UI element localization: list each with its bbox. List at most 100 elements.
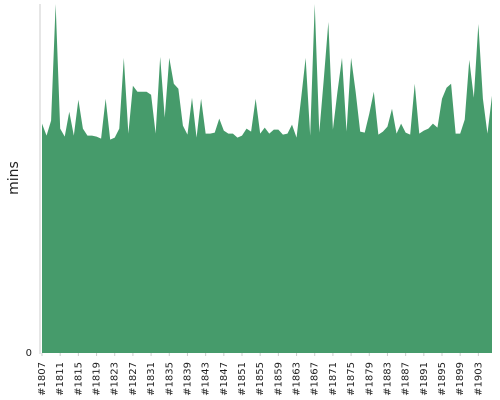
data-point [154, 132, 157, 135]
data-point [45, 134, 48, 137]
data-point [41, 122, 44, 125]
data-point [372, 90, 375, 93]
data-point [431, 122, 434, 125]
data-point [168, 56, 171, 59]
data-point [100, 137, 103, 140]
data-point [300, 97, 303, 100]
data-point [286, 132, 289, 135]
data-point [218, 117, 221, 120]
x-tick-label: #1815 [73, 362, 84, 396]
data-point [368, 112, 371, 115]
area-layer [41, 3, 492, 353]
data-point [72, 134, 75, 137]
data-point [404, 131, 407, 134]
x-tick-label: #1895 [437, 362, 448, 396]
data-point [254, 97, 257, 100]
data-point [91, 134, 94, 137]
data-point [313, 3, 316, 6]
data-point [277, 128, 280, 131]
data-point [191, 96, 194, 99]
data-point [359, 130, 362, 133]
x-tick-label: #1831 [146, 362, 157, 396]
data-point [395, 132, 398, 135]
x-tick-label: #1903 [473, 362, 484, 396]
data-point [236, 136, 239, 139]
x-tick-label: #1827 [128, 362, 139, 396]
area-series [42, 4, 492, 353]
data-point [391, 107, 394, 110]
y-tick-label: 0 [26, 348, 32, 359]
y-tick-layer: 0 [26, 348, 32, 359]
data-point [77, 98, 80, 101]
data-point [418, 132, 421, 135]
x-tick-label: #1899 [455, 362, 466, 396]
data-point [472, 96, 475, 99]
data-point [318, 131, 321, 134]
data-point [354, 90, 357, 93]
data-point [481, 97, 484, 100]
data-point [268, 132, 271, 135]
x-tick-label: #1887 [401, 362, 412, 396]
data-point [250, 130, 253, 133]
x-tick-label: #1875 [346, 362, 357, 396]
data-point [272, 128, 275, 131]
x-tick-label: #1823 [110, 362, 121, 396]
data-point [322, 77, 325, 80]
x-tick-layer: #1807 #1811 #1815 #1819 #1823 #1827 #1831 #1835… [37, 353, 484, 396]
data-point [54, 3, 57, 6]
data-point [195, 136, 198, 139]
x-tick-label: #1867 [310, 362, 321, 396]
data-point [400, 122, 403, 125]
data-point [50, 119, 53, 122]
x-tick-label: #1863 [292, 362, 303, 396]
data-point [259, 132, 262, 135]
data-point [450, 82, 453, 85]
data-point [95, 135, 98, 138]
data-point [427, 127, 430, 130]
data-point [281, 133, 284, 136]
data-point [200, 97, 203, 100]
data-point [131, 84, 134, 87]
data-point [350, 56, 353, 59]
data-point [159, 55, 162, 58]
data-point [245, 127, 248, 130]
y-axis-title: mins [6, 161, 22, 195]
x-tick-label: #1883 [382, 362, 393, 396]
x-tick-label: #1879 [364, 362, 375, 396]
data-point [163, 116, 166, 119]
x-tick-label: #1839 [182, 362, 193, 396]
x-tick-label: #1807 [37, 362, 48, 396]
data-point [150, 93, 153, 96]
data-point [295, 136, 298, 139]
data-point [341, 56, 344, 59]
data-point [477, 22, 480, 25]
data-point [81, 127, 84, 130]
data-point [409, 133, 412, 136]
x-tick-label: #1819 [92, 362, 103, 396]
data-point [186, 133, 189, 136]
x-tick-label: #1811 [55, 362, 66, 396]
data-point [145, 90, 148, 93]
data-point [104, 97, 107, 100]
data-point [141, 90, 144, 93]
x-tick-label: #1891 [419, 362, 430, 396]
data-point [486, 132, 489, 135]
data-point [468, 58, 471, 61]
data-point [309, 134, 312, 137]
x-tick-label: #1855 [255, 362, 266, 396]
data-point [459, 132, 462, 135]
data-point [86, 134, 89, 137]
data-point [209, 132, 212, 135]
data-point [181, 124, 184, 127]
data-point [177, 87, 180, 90]
data-point [413, 82, 416, 85]
data-point [213, 131, 216, 134]
x-tick-label: #1843 [201, 362, 212, 396]
data-point [377, 133, 380, 136]
data-point [441, 97, 444, 100]
data-point [63, 135, 66, 138]
data-point [327, 20, 330, 23]
data-point [386, 125, 389, 128]
